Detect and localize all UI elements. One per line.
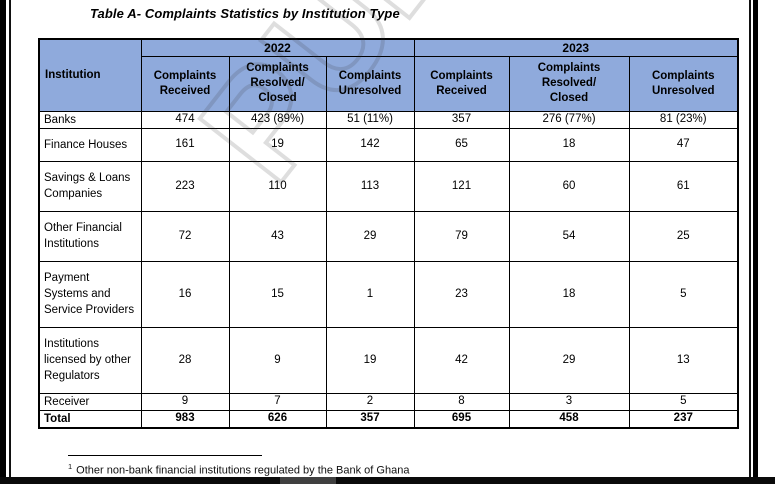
institution-cell: Other Financial Institutions bbox=[38, 210, 142, 262]
value-cell: 18 bbox=[508, 127, 630, 162]
value-cell: 276 (77%) bbox=[508, 110, 630, 129]
value-cell: 9 bbox=[228, 326, 327, 394]
page-edge-left-thick bbox=[0, 0, 6, 484]
table-row-savings-loans: Savings & Loans Companies 223 110 113 12… bbox=[38, 160, 739, 212]
footnote: 1 Other non-bank financial institutions r… bbox=[68, 462, 688, 477]
footnote-marker: 1 bbox=[68, 462, 73, 471]
value-cell: 25 bbox=[628, 210, 739, 262]
value-cell: 61 bbox=[628, 160, 739, 212]
value-cell: 357 bbox=[413, 110, 510, 129]
table-row-other-financial: Other Financial Institutions 72 43 29 79… bbox=[38, 210, 739, 262]
value-cell: 2 bbox=[325, 392, 415, 411]
value-cell: 15 bbox=[228, 260, 327, 328]
value-cell: 42 bbox=[413, 326, 510, 394]
page-edge-right-thin bbox=[749, 0, 751, 484]
value-cell: 51 (11%) bbox=[325, 110, 415, 129]
institution-cell: Payment Systems and Service Providers bbox=[38, 260, 142, 328]
bottom-window-edge bbox=[0, 477, 775, 484]
table-row-total: Total 983 626 357 695 458 237 bbox=[38, 409, 739, 429]
page-edge-right-thick bbox=[753, 0, 758, 484]
footnote-separator bbox=[68, 455, 262, 456]
table-title: Table A- Complaints Statistics by Instit… bbox=[90, 6, 400, 21]
value-cell: 1 bbox=[325, 260, 415, 328]
value-cell: 5 bbox=[628, 260, 739, 328]
table-row-banks: Banks 474 423 (89%) 51 (11%) 357 276 (77… bbox=[38, 110, 739, 129]
value-cell: 8 bbox=[413, 392, 510, 411]
column-header: Complaints Resolved/ Closed bbox=[508, 55, 630, 112]
value-cell: 43 bbox=[228, 210, 327, 262]
institution-header-cell: Institution bbox=[38, 38, 142, 112]
table-row-receiver: Receiver 9 7 2 8 3 5 bbox=[38, 392, 739, 411]
total-value-cell: 695 bbox=[413, 409, 510, 429]
value-cell: 121 bbox=[413, 160, 510, 212]
value-cell: 5 bbox=[628, 392, 739, 411]
column-header: Complaints Received bbox=[140, 55, 230, 112]
value-cell: 81 (23%) bbox=[628, 110, 739, 129]
year-header-row: Institution 2022 2023 bbox=[38, 38, 739, 112]
value-cell: 18 bbox=[508, 260, 630, 328]
institution-cell: Institutions licensed by other Regulator… bbox=[38, 326, 142, 394]
bottom-bar-segment bbox=[280, 477, 336, 484]
value-cell: 19 bbox=[325, 326, 415, 394]
institution-cell: Receiver bbox=[38, 392, 142, 411]
value-cell: 28 bbox=[140, 326, 230, 394]
total-label-cell: Total bbox=[38, 409, 142, 429]
value-cell: 79 bbox=[413, 210, 510, 262]
column-header: Complaints Unresolved bbox=[628, 55, 739, 112]
column-header: Complaints Received bbox=[413, 55, 510, 112]
value-cell: 161 bbox=[140, 127, 230, 162]
table-row-finance-houses: Finance Houses 161 19 142 65 18 47 bbox=[38, 127, 739, 162]
value-cell: 423 (89%) bbox=[228, 110, 327, 129]
year-2023-header: 2023 bbox=[413, 38, 739, 57]
value-cell: 29 bbox=[508, 326, 630, 394]
value-cell: 13 bbox=[628, 326, 739, 394]
value-cell: 47 bbox=[628, 127, 739, 162]
table-row-institutions-other-regulators: Institutions licensed by other Regulator… bbox=[38, 326, 739, 394]
page-edge-left-thin bbox=[9, 0, 11, 484]
column-header: Complaints Resolved/ Closed bbox=[228, 55, 327, 112]
value-cell: 113 bbox=[325, 160, 415, 212]
value-cell: 110 bbox=[228, 160, 327, 212]
total-value-cell: 357 bbox=[325, 409, 415, 429]
institution-cell: Finance Houses bbox=[38, 127, 142, 162]
value-cell: 474 bbox=[140, 110, 230, 129]
column-header-row: Complaints Received Complaints Resolved/… bbox=[39, 55, 739, 112]
value-cell: 7 bbox=[228, 392, 327, 411]
table-row-payment-systems: Payment Systems and Service Providers 16… bbox=[38, 260, 739, 328]
value-cell: 65 bbox=[413, 127, 510, 162]
total-value-cell: 237 bbox=[628, 409, 739, 429]
total-value-cell: 983 bbox=[140, 409, 230, 429]
total-value-cell: 458 bbox=[508, 409, 630, 429]
footnote-text: Other non-bank financial institutions re… bbox=[76, 464, 410, 477]
year-2022-header: 2022 bbox=[140, 38, 415, 57]
value-cell: 223 bbox=[140, 160, 230, 212]
value-cell: 142 bbox=[325, 127, 415, 162]
complaints-statistics-table: Institution 2022 2023 Complaints Receive… bbox=[38, 38, 740, 429]
value-cell: 54 bbox=[508, 210, 630, 262]
value-cell: 72 bbox=[140, 210, 230, 262]
value-cell: 19 bbox=[228, 127, 327, 162]
value-cell: 23 bbox=[413, 260, 510, 328]
total-value-cell: 626 bbox=[228, 409, 327, 429]
value-cell: 16 bbox=[140, 260, 230, 328]
value-cell: 29 bbox=[325, 210, 415, 262]
institution-cell: Savings & Loans Companies bbox=[38, 160, 142, 212]
institution-cell: Banks bbox=[38, 110, 142, 129]
value-cell: 60 bbox=[508, 160, 630, 212]
value-cell: 3 bbox=[508, 392, 630, 411]
column-header: Complaints Unresolved bbox=[325, 55, 415, 112]
value-cell: 9 bbox=[140, 392, 230, 411]
